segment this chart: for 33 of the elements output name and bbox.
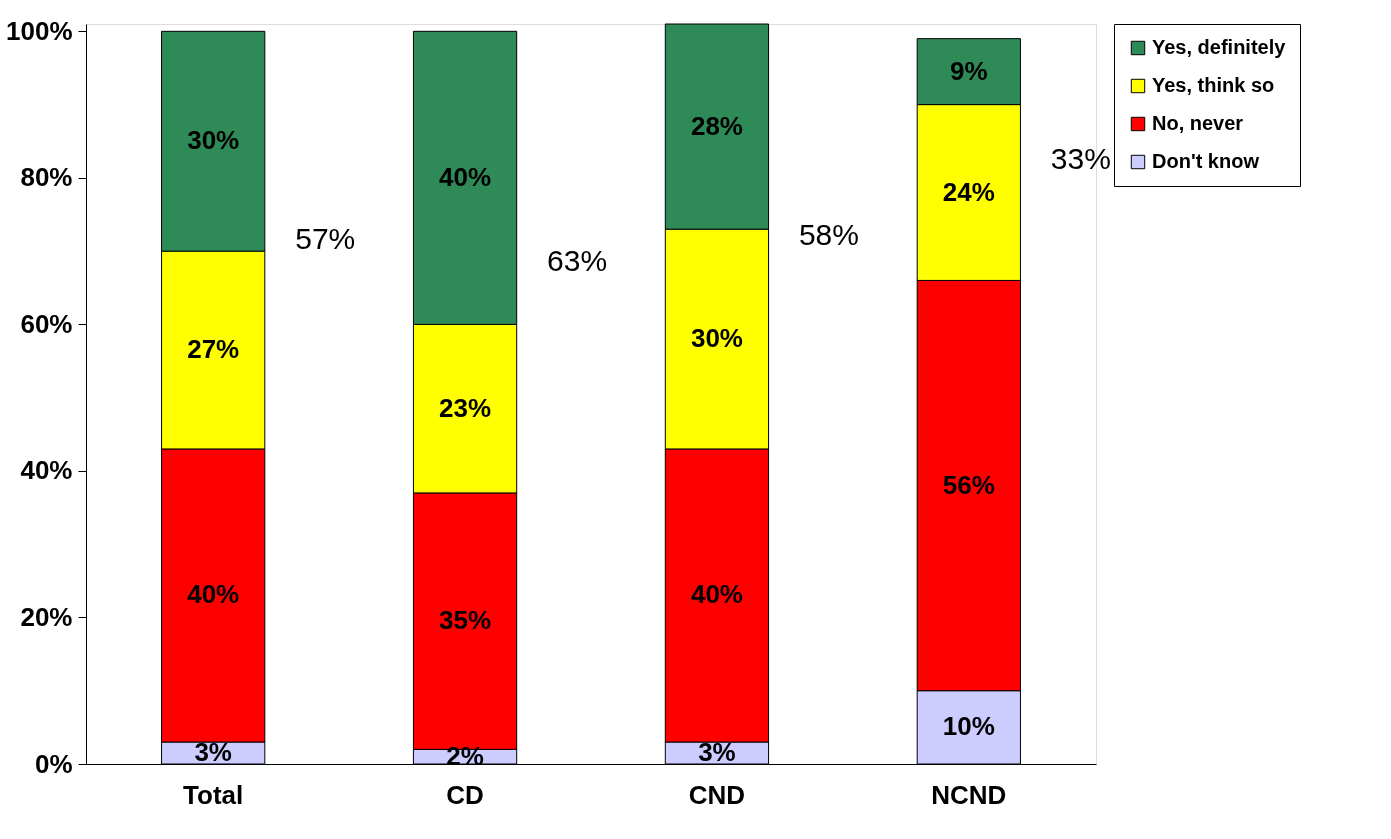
- x-tick-label: Total: [183, 779, 244, 810]
- annotation: 63%: [547, 244, 608, 278]
- annotation: 33%: [1050, 141, 1111, 175]
- x-tick-label: CD: [446, 779, 484, 810]
- annotation: 58%: [798, 218, 859, 252]
- legend-label: Yes, definitely: [1152, 36, 1287, 58]
- data-label: 24%: [942, 176, 995, 207]
- data-label: 35%: [439, 605, 492, 636]
- x-tick-label: NCND: [931, 779, 1007, 810]
- annotation: 57%: [295, 222, 356, 256]
- legend-label: Don't know: [1152, 150, 1260, 172]
- data-label: 30%: [187, 125, 240, 156]
- legend-label: No, never: [1152, 112, 1244, 134]
- data-label: 3%: [194, 737, 232, 768]
- data-label: 23%: [439, 392, 492, 423]
- y-tick-label: 40%: [20, 455, 73, 486]
- y-tick-label: 80%: [20, 162, 73, 193]
- y-tick-label: 60%: [20, 308, 73, 339]
- data-label: 40%: [439, 161, 492, 192]
- data-label: 9%: [950, 55, 988, 86]
- data-label: 3%: [698, 737, 736, 768]
- y-tick-label: 20%: [20, 601, 73, 632]
- data-label: 10%: [942, 711, 995, 742]
- x-tick-label: CND: [688, 779, 746, 810]
- data-label: 56%: [942, 469, 995, 500]
- y-tick-label: 0%: [34, 748, 73, 779]
- data-label: 30%: [690, 323, 743, 354]
- data-label: 27%: [187, 334, 240, 365]
- data-label: 40%: [187, 579, 240, 610]
- data-label: 40%: [690, 579, 743, 610]
- legend-label: Yes, think so: [1152, 74, 1275, 96]
- data-label: 28%: [690, 110, 743, 141]
- y-tick-label: 100%: [6, 15, 73, 46]
